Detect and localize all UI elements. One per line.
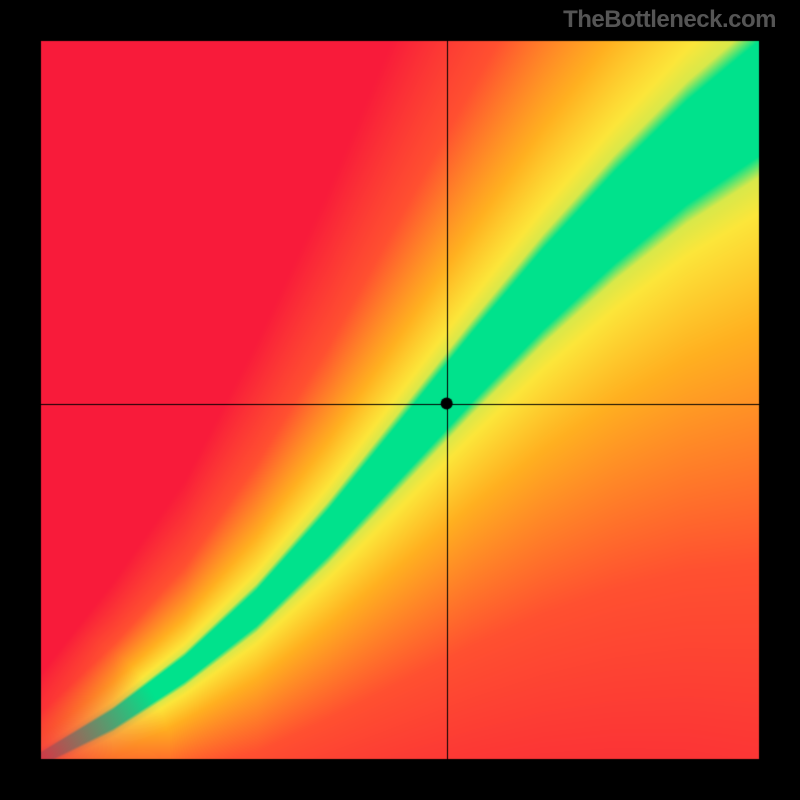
bottleneck-heatmap-canvas <box>0 0 800 800</box>
watermark-text: TheBottleneck.com <box>563 6 776 34</box>
chart-container: TheBottleneck.com <box>0 0 800 800</box>
